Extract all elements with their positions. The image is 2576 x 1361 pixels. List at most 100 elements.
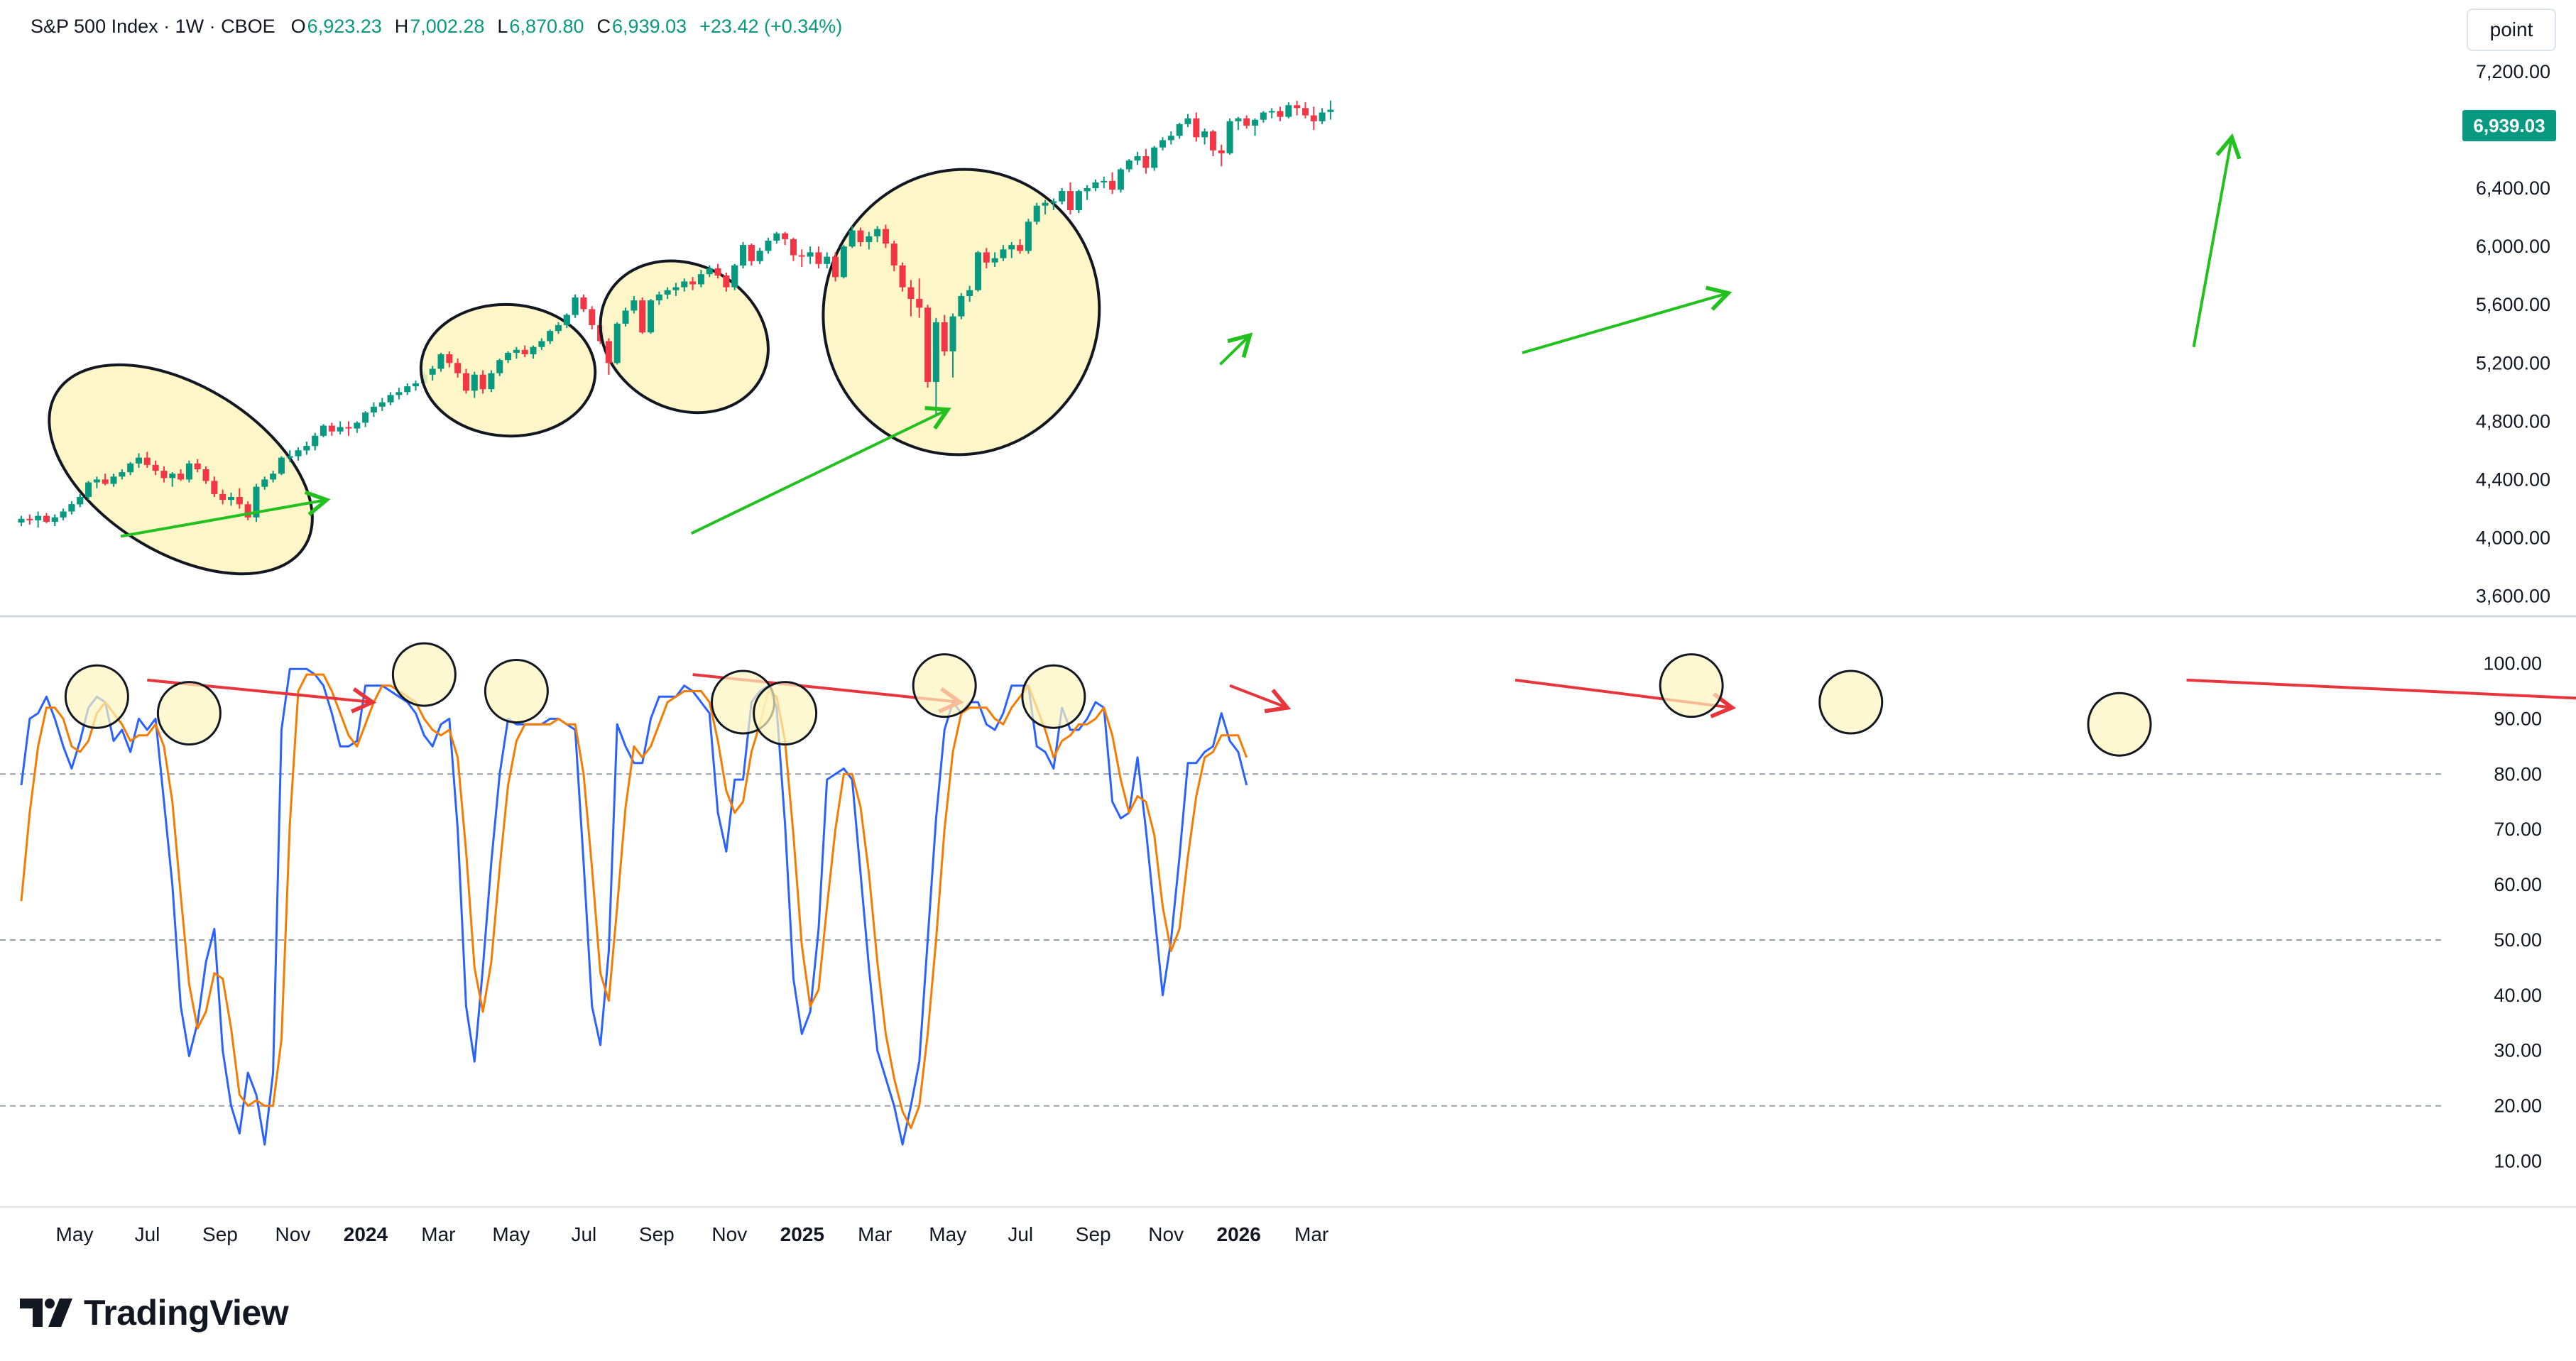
highlight-circle [156,681,222,746]
candle-body [1067,191,1074,210]
price-tick-label: 4,800.00 [2476,410,2550,432]
open-value: 6,923.23 [307,16,382,37]
time-tick-label: Sep [639,1223,675,1245]
candle-body [295,450,302,457]
stoch-tick-label: 80.00 [2494,763,2542,785]
candle-body [572,297,579,315]
price-tick-label: 6,400.00 [2476,177,2550,199]
candle-body [429,368,436,375]
candle-body [1327,109,1334,112]
candle-body [102,479,109,484]
tradingview-wordmark: TradingView [84,1293,289,1333]
candle-body [194,463,201,470]
price-tick-label: 6,000.00 [2476,236,2550,257]
price-tick-label: 5,200.00 [2476,352,2550,373]
candle-body [1193,118,1200,138]
candle-body [521,349,528,354]
price-axis[interactable]: 3,600.00 4,000.00 4,400.00 4,800.00 5,200.00… [2476,61,2550,606]
candle-body [370,406,377,413]
candle-body [538,341,545,347]
candle-body [613,323,621,364]
candle-body [354,422,361,429]
trend-up-arrow [120,490,331,538]
highlight-ellipse [419,302,597,438]
stoch-tick-label: 70.00 [2494,819,2542,840]
candle-body [160,471,168,479]
trend-up-arrow [2192,133,2242,348]
stoch-tick-label: 50.00 [2494,929,2542,951]
candle-body [1050,201,1057,203]
candle-body [143,457,151,465]
trend-up-arrow [690,405,951,535]
change-value: +23.42 (+0.34%) [699,16,843,37]
tradingview-logo[interactable]: TradingView [20,1292,289,1333]
candle-body [824,256,831,264]
candle-body [1101,180,1108,182]
candle-body [882,229,889,244]
candle-body [43,515,50,522]
stoch-tick-label: 90.00 [2494,708,2542,729]
stoch-axis[interactable]: 10.00 20.00 30.00 40.00 50.00 60.00 70.00 80.00… [2483,653,2542,1172]
candle-body [1209,131,1216,151]
candle-body [513,349,520,353]
candle-body [924,307,932,382]
highlight-ellipse [599,259,770,415]
trend-up-arrow [1522,285,1732,354]
candle-body [639,300,646,333]
time-tick-label: Jul [1008,1223,1033,1245]
time-tick-label: 2025 [780,1223,824,1245]
candle-body [110,476,117,484]
high-value: 7,002.28 [410,16,485,37]
stoch-tick-label: 40.00 [2494,985,2542,1006]
time-tick-label: Nov [275,1223,311,1245]
time-tick-label: Sep [202,1223,238,1245]
candle-body [395,392,403,395]
candle-body [303,446,310,451]
candle-body [135,457,142,464]
candle-body [446,354,453,364]
candle-body [51,517,58,522]
candle-body [1151,147,1158,168]
candle-body [488,373,495,390]
candle-body [991,258,998,263]
candle-body [1268,111,1275,113]
candle-body [169,474,176,479]
highlight-circle [64,664,129,729]
candle-body [790,239,797,256]
candle-body [1235,118,1242,121]
candle-body [152,464,159,471]
candle-body [890,244,897,266]
candle-body [35,515,42,520]
candle-body [631,300,638,311]
candle-body [77,497,84,505]
candle-body [1142,156,1150,168]
candle-body [68,504,75,512]
candle-body [714,268,721,276]
candle-body [807,252,814,257]
candle-body [589,309,596,325]
symbol-title[interactable]: S&P 500 Index · 1W · CBOE [31,16,275,37]
open-label: O [290,16,306,37]
candle-body [1025,222,1032,251]
candle-body [337,427,344,432]
candle-body [1319,112,1326,121]
candle-body [496,360,503,373]
candle-body [1008,245,1015,250]
candle-body [1109,180,1116,190]
candle-body [899,265,906,288]
candle-body [178,474,185,480]
candle-body [706,268,713,275]
candle-body [462,373,469,391]
scale-mode-button[interactable]: point [2467,9,2556,51]
time-tick-label: Mar [421,1223,455,1245]
time-axis[interactable]: May Jul Sep Nov 2024 Mar May Jul Sep Nov 2025 Mar Ma… [56,1223,1329,1245]
candle-body [1092,182,1099,189]
candle-body [983,252,990,263]
candle-body [479,374,486,390]
last-price-tag: 6,939.03 [2462,110,2556,141]
candle-body [932,322,939,382]
candle-body [1252,119,1259,126]
candle-body [974,252,981,290]
stoch-annotations [64,642,2576,757]
